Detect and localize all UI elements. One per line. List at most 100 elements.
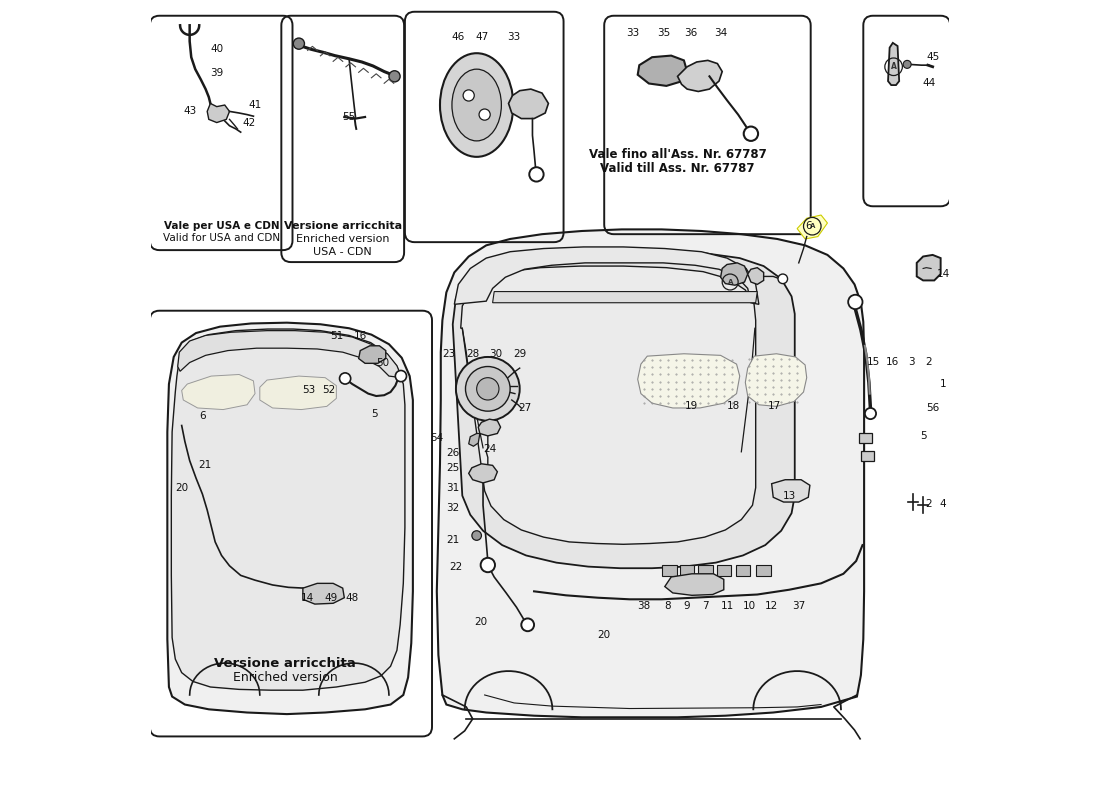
Polygon shape xyxy=(172,329,405,690)
Text: 1: 1 xyxy=(939,379,946,389)
Text: 5: 5 xyxy=(372,410,378,419)
Circle shape xyxy=(778,274,788,284)
Polygon shape xyxy=(461,266,756,544)
Circle shape xyxy=(465,366,510,411)
Circle shape xyxy=(463,90,474,101)
Circle shape xyxy=(294,38,305,50)
Circle shape xyxy=(395,370,407,382)
Text: 20: 20 xyxy=(597,630,611,640)
Circle shape xyxy=(521,618,535,631)
Text: 9: 9 xyxy=(684,601,691,610)
Polygon shape xyxy=(798,215,827,239)
Text: 41: 41 xyxy=(249,100,262,110)
Text: 23: 23 xyxy=(442,349,455,358)
Text: 47: 47 xyxy=(475,32,488,42)
Text: 38: 38 xyxy=(637,601,651,610)
Polygon shape xyxy=(454,247,759,304)
Polygon shape xyxy=(359,346,386,363)
Polygon shape xyxy=(680,565,694,576)
Text: USA - CDN: USA - CDN xyxy=(314,246,372,257)
Text: 42: 42 xyxy=(242,118,255,127)
Text: Valid till Ass. Nr. 67787: Valid till Ass. Nr. 67787 xyxy=(601,162,755,174)
Text: 6: 6 xyxy=(199,411,206,421)
Text: 52: 52 xyxy=(321,386,336,395)
Circle shape xyxy=(340,373,351,384)
Text: 16: 16 xyxy=(353,331,367,342)
Text: 21: 21 xyxy=(447,534,460,545)
Text: 56: 56 xyxy=(926,403,939,413)
Ellipse shape xyxy=(452,69,502,141)
Polygon shape xyxy=(453,250,794,568)
Text: 2: 2 xyxy=(925,357,932,366)
Text: 49: 49 xyxy=(324,593,338,602)
Text: 45: 45 xyxy=(926,52,939,62)
Text: 25: 25 xyxy=(447,462,460,473)
Text: Versione arricchita: Versione arricchita xyxy=(214,657,356,670)
Text: A: A xyxy=(810,223,815,230)
Polygon shape xyxy=(678,60,723,91)
Text: 32: 32 xyxy=(447,502,460,513)
Polygon shape xyxy=(469,434,480,446)
Text: Valid for USA and CDN: Valid for USA and CDN xyxy=(163,233,280,243)
Polygon shape xyxy=(469,464,497,483)
Polygon shape xyxy=(698,565,713,576)
Circle shape xyxy=(478,109,491,120)
Polygon shape xyxy=(437,230,865,718)
Text: A: A xyxy=(891,62,896,71)
Text: 2: 2 xyxy=(925,498,932,509)
Text: Vale per USA e CDN: Vale per USA e CDN xyxy=(164,222,279,231)
Text: Enriched version: Enriched version xyxy=(296,234,389,244)
Text: 11: 11 xyxy=(720,601,734,610)
Polygon shape xyxy=(478,419,500,436)
Polygon shape xyxy=(664,574,724,595)
Polygon shape xyxy=(736,565,750,576)
Polygon shape xyxy=(178,330,402,378)
Text: 14: 14 xyxy=(936,269,949,279)
Text: Vale fino all'Ass. Nr. 67787: Vale fino all'Ass. Nr. 67787 xyxy=(588,148,767,161)
Text: Enriched version: Enriched version xyxy=(233,671,338,684)
Polygon shape xyxy=(182,374,255,410)
Polygon shape xyxy=(748,268,763,285)
Text: 37: 37 xyxy=(792,601,805,610)
Text: 34: 34 xyxy=(714,28,727,38)
Text: 53: 53 xyxy=(302,386,316,395)
Polygon shape xyxy=(508,89,549,118)
Text: 33: 33 xyxy=(626,28,639,38)
Text: passion for parts.com: passion for parts.com xyxy=(530,349,810,515)
Text: 26: 26 xyxy=(447,448,460,458)
Circle shape xyxy=(472,530,482,540)
Text: 20: 20 xyxy=(175,482,188,493)
Circle shape xyxy=(476,378,499,400)
Text: 48: 48 xyxy=(345,593,359,602)
Text: 7: 7 xyxy=(702,601,708,610)
Circle shape xyxy=(903,60,911,68)
Text: 12: 12 xyxy=(764,601,779,610)
Text: 44: 44 xyxy=(922,78,935,88)
Text: 50: 50 xyxy=(376,358,389,368)
Text: 5: 5 xyxy=(920,431,926,441)
Polygon shape xyxy=(861,451,873,461)
Text: passion for parts.com: passion for parts.com xyxy=(546,358,810,514)
Text: 8: 8 xyxy=(664,601,671,610)
Text: 14: 14 xyxy=(301,593,315,602)
Text: 3: 3 xyxy=(909,357,915,366)
Text: 24: 24 xyxy=(483,445,496,454)
Text: A: A xyxy=(727,279,733,285)
Text: 10: 10 xyxy=(742,601,756,610)
Text: 13: 13 xyxy=(782,490,795,501)
Text: 51: 51 xyxy=(330,331,344,342)
Polygon shape xyxy=(493,291,757,302)
Polygon shape xyxy=(207,103,230,122)
Polygon shape xyxy=(662,565,676,576)
Text: 36: 36 xyxy=(684,28,697,38)
Text: 54: 54 xyxy=(430,434,443,443)
Circle shape xyxy=(744,126,758,141)
Text: 20: 20 xyxy=(474,617,487,626)
Text: 6: 6 xyxy=(805,222,812,231)
Circle shape xyxy=(529,167,543,182)
Polygon shape xyxy=(757,565,771,576)
Text: 17: 17 xyxy=(768,402,781,411)
Circle shape xyxy=(389,70,400,82)
Text: 29: 29 xyxy=(513,349,526,358)
Text: 39: 39 xyxy=(210,68,223,78)
